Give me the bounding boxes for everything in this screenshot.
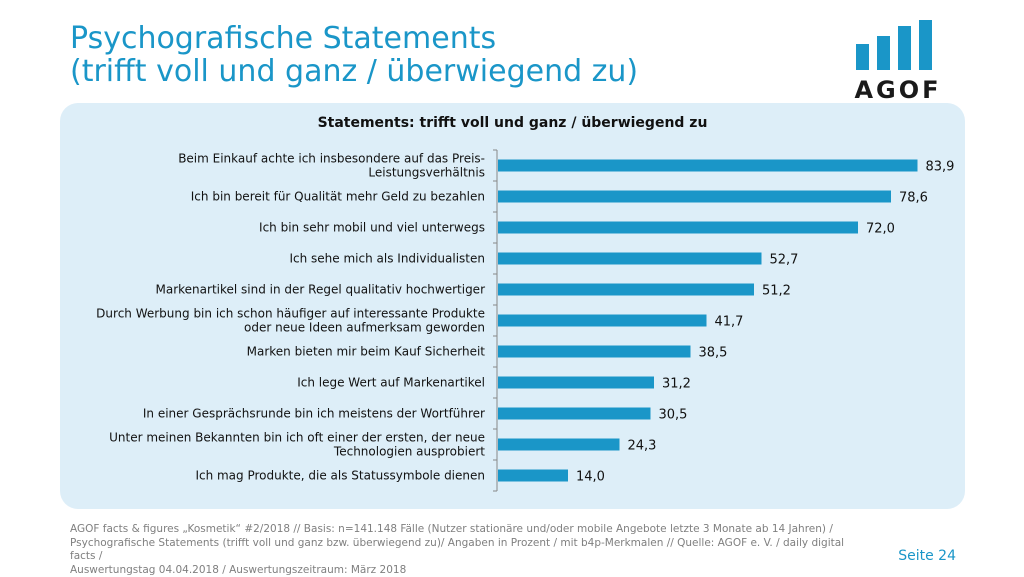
- bar: [498, 377, 654, 389]
- category-label: Markenartikel sind in der Regel qualitat…: [156, 283, 486, 297]
- data-label: 14,0: [576, 470, 605, 485]
- bar: [498, 408, 651, 420]
- category-label: Ich mag Produkte, die als Statussymbole …: [195, 469, 485, 483]
- footer-line-3: Auswertungstag 04.04.2018 / Auswertungsz…: [70, 564, 870, 577]
- category-label: In einer Gesprächsrunde bin ich meistens…: [143, 407, 485, 421]
- footer-source-note: AGOF facts & figures „Kosmetik“ #2/2018 …: [70, 523, 870, 577]
- bar: [498, 160, 918, 172]
- category-label: Technologien ausprobiert: [333, 445, 485, 459]
- bar: [498, 222, 858, 234]
- category-label: Marken bieten mir beim Kauf Sicherheit: [247, 345, 486, 359]
- bar: [498, 284, 754, 296]
- category-label: Leistungsverhältnis: [368, 166, 485, 180]
- data-label: 72,0: [866, 222, 895, 237]
- category-label: Ich sehe mich als Individualisten: [289, 252, 485, 266]
- data-label: 31,2: [662, 377, 691, 392]
- page-number: Seite 24: [898, 548, 956, 564]
- data-label: 52,7: [770, 253, 799, 268]
- category-label: Unter meinen Bekannten bin ich oft einer…: [109, 431, 485, 445]
- bar: [498, 470, 568, 482]
- category-label: Ich bin bereit für Qualität mehr Geld zu…: [191, 190, 485, 204]
- category-label: Ich lege Wert auf Markenartikel: [297, 376, 485, 390]
- bar: [498, 439, 620, 451]
- data-label: 83,9: [926, 160, 955, 175]
- bar: [498, 253, 762, 265]
- data-label: 30,5: [659, 408, 688, 423]
- data-label: 24,3: [628, 439, 657, 454]
- category-label: oder neue Ideen aufmerksam geworden: [244, 321, 485, 335]
- category-label: Durch Werbung bin ich schon häufiger auf…: [96, 307, 485, 321]
- data-label: 78,6: [899, 191, 928, 206]
- data-label: 41,7: [715, 315, 744, 330]
- footer-line-2: Psychografische Statements (trifft voll …: [70, 537, 870, 564]
- bar: [498, 191, 891, 203]
- bar: [498, 346, 691, 358]
- category-label: Beim Einkauf achte ich insbesondere auf …: [178, 152, 485, 166]
- footer-line-1: AGOF facts & figures „Kosmetik“ #2/2018 …: [70, 523, 870, 537]
- bar: [498, 315, 707, 327]
- data-label: 38,5: [699, 346, 728, 361]
- category-label: Ich bin sehr mobil und viel unterwegs: [259, 221, 485, 235]
- data-label: 51,2: [762, 284, 791, 299]
